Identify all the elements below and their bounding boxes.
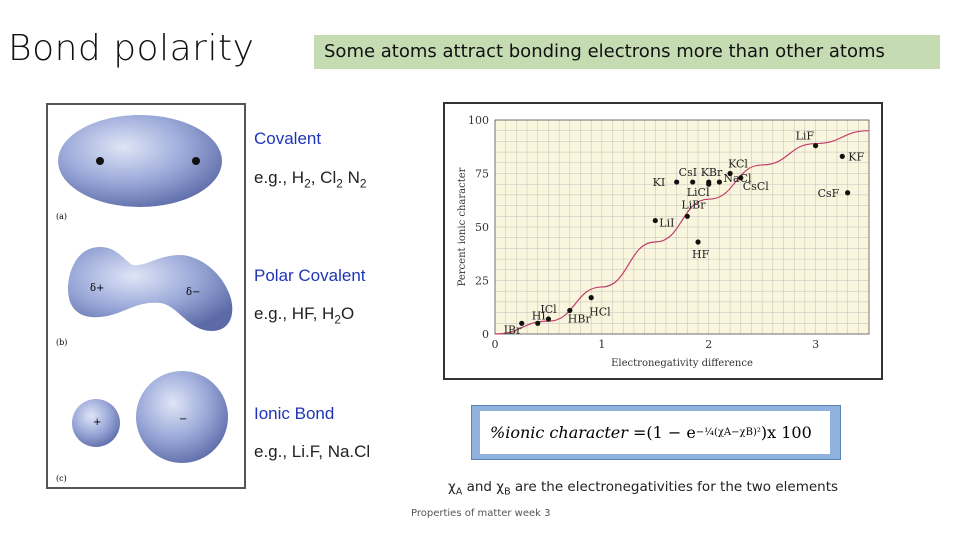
panel-label-b: (b) (56, 338, 67, 347)
point-label: KF (848, 150, 864, 163)
polar-covalent-example: e.g., HF, H2O (254, 304, 355, 327)
data-point (519, 320, 525, 326)
y-tick-label: 0 (482, 328, 489, 341)
data-point (535, 320, 541, 326)
nucleus-left (96, 157, 104, 165)
orbital-illustration: (a) δ+ δ− (b) + − (c) (56, 115, 233, 483)
chart-svg: 0 25 50 75 100 0 1 2 3 Electronegativity differen… (457, 114, 870, 369)
data-point (684, 213, 690, 219)
delta-minus-label: δ− (186, 287, 200, 298)
data-point (727, 170, 733, 177)
point-label: HBr (568, 312, 592, 325)
plot-frame (494, 119, 870, 335)
data-point (652, 217, 658, 224)
data-point (716, 179, 722, 185)
panel-label-c: (c) (56, 474, 67, 483)
data-point (839, 153, 845, 159)
minus-label: − (179, 414, 187, 425)
point-label: LiF (796, 130, 815, 143)
point-label: KBr (701, 166, 723, 179)
y-tick-label: 75 (475, 168, 489, 181)
point-label: HF (692, 248, 710, 261)
ionic-character-formula: %ionic character = (1 − e −¼(χA−χB)²) x 1… (480, 411, 830, 454)
x-tick-label: 1 (598, 338, 605, 351)
cation-sphere (72, 399, 120, 447)
covalent-heading: Covalent (254, 129, 322, 148)
fit-curve (494, 130, 870, 335)
anion-sphere (136, 371, 228, 463)
y-axis-label: Percent ionic character (457, 167, 468, 286)
ionic-character-chart: 0 25 50 75 100 0 1 2 3 Electronegativity differen… (443, 102, 883, 380)
formula-box: %ionic character = (1 − e −¼(χA−χB)²) x 1… (471, 405, 841, 460)
data-point (567, 307, 573, 314)
point-label: CsI (679, 166, 697, 179)
point-label: KI (653, 176, 666, 189)
point-label: IBr (504, 323, 522, 336)
ionic-heading: Ionic Bond (254, 404, 335, 423)
point-label: LiBr (681, 198, 706, 211)
slide-title: Bond polarity (8, 28, 255, 69)
electronegativity-note: χA and χB are the electronegativities fo… (448, 479, 839, 498)
data-point (695, 239, 701, 245)
data-point (706, 181, 712, 187)
y-tick-label: 100 (468, 114, 489, 127)
data-point (545, 316, 552, 322)
delta-plus-label: δ+ (90, 283, 104, 294)
covalent-example: e.g., H2, Cl2 N2 (254, 168, 367, 191)
x-tick-label: 0 (492, 338, 499, 351)
data-point (690, 179, 696, 185)
covalent-orbital (58, 115, 222, 207)
point-label: LiCl (687, 186, 710, 199)
orbital-figure: (a) δ+ δ− (b) + − (c) (46, 103, 246, 489)
panel-label-a: (a) (56, 212, 67, 221)
point-label: ICl (540, 303, 557, 316)
x-tick-label: 2 (705, 338, 712, 351)
point-label: HCl (589, 306, 611, 319)
y-tick-label: 25 (475, 275, 489, 288)
point-label: CsF (818, 187, 840, 200)
point-label: HI (532, 309, 546, 322)
plus-label: + (93, 417, 101, 428)
y-tick-label: 50 (475, 221, 489, 234)
point-label: KCl (728, 158, 748, 171)
x-tick-label: 3 (812, 338, 819, 351)
polar-orbital (68, 247, 233, 331)
slide-footer: Properties of matter week 3 (411, 508, 551, 519)
point-label: CsCl (743, 180, 769, 193)
data-point (812, 143, 819, 149)
polar-covalent-heading: Polar Covalent (254, 266, 366, 285)
nucleus-right (192, 157, 200, 165)
data-point (588, 295, 594, 301)
data-point (845, 190, 851, 196)
data-point (738, 175, 744, 181)
ionic-example: e.g., Li.F, Na.Cl (254, 442, 371, 461)
data-point (674, 179, 680, 185)
point-label: LiI (659, 217, 674, 230)
slide-subtitle: Some atoms attract bonding electrons mor… (314, 35, 940, 69)
x-axis-label: Electronegativity difference (611, 358, 753, 369)
